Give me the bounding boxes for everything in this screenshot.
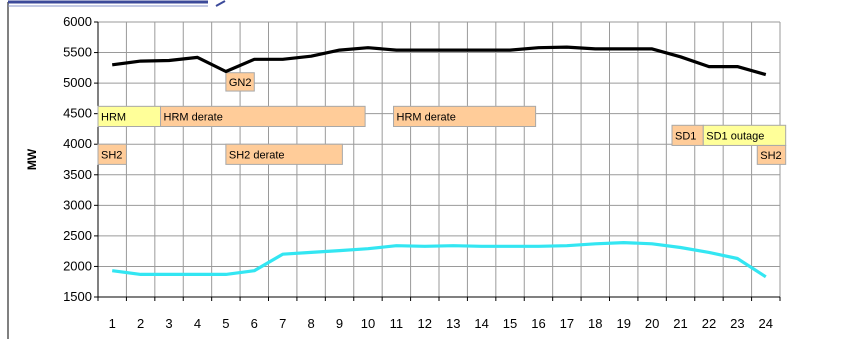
annotation-layer: GN2 HRM HRM derate HRM derate SH2 SH2 derate S… bbox=[97, 72, 787, 165]
x-tick-label: 6 bbox=[251, 316, 258, 331]
annotation-label: GN2 bbox=[229, 77, 252, 89]
y-tick-label: 4000 bbox=[63, 136, 92, 151]
x-tick-label: 4 bbox=[194, 316, 201, 331]
x-tick-labels: 1 2 3 4 5 6 7 8 9 10 11 12 13 14 15 16 17 18 19 20 21 22 23 24 bbox=[109, 316, 773, 331]
x-tick-label: 12 bbox=[418, 316, 432, 331]
x-tick-label: 9 bbox=[336, 316, 343, 331]
annotation-label: HRM bbox=[101, 111, 126, 123]
annotation-box bbox=[160, 105, 366, 128]
annotation-box bbox=[225, 72, 255, 92]
series-line bbox=[111, 45, 767, 77]
x-tick-label: 11 bbox=[390, 316, 404, 331]
annotation-label: SD1 outage bbox=[706, 130, 764, 142]
x-tick-label: 3 bbox=[165, 316, 172, 331]
x-tick-label: 1 bbox=[109, 316, 116, 331]
x-tick-label: 23 bbox=[730, 316, 744, 331]
x-tick-label: 13 bbox=[446, 316, 460, 331]
y-tick-label: 2500 bbox=[63, 228, 92, 243]
x-tick-label: 24 bbox=[759, 316, 773, 331]
annotation-box bbox=[756, 144, 787, 165]
annotation-box bbox=[97, 143, 127, 165]
y-tick-label: 1500 bbox=[63, 289, 92, 304]
x-tick-label: 10 bbox=[361, 316, 375, 331]
grid-layer bbox=[94, 21, 781, 301]
x-tick-label: 18 bbox=[588, 316, 602, 331]
x-tick-label: 2 bbox=[137, 316, 144, 331]
y-tick-label: 4500 bbox=[63, 106, 92, 121]
y-tick-label: 6000 bbox=[63, 14, 92, 29]
annotation-label: SH2 derate bbox=[229, 149, 285, 161]
annotation-label: SD1 bbox=[675, 130, 696, 142]
x-tick-label: 22 bbox=[702, 316, 716, 331]
top-decor bbox=[7, 0, 226, 339]
y-tick-label: 3000 bbox=[63, 197, 92, 212]
x-tick-label: 17 bbox=[560, 316, 574, 331]
y-tick-label: 5000 bbox=[63, 75, 92, 90]
series-line bbox=[111, 241, 767, 279]
annotation-box bbox=[702, 124, 787, 146]
y-tick-label: 3500 bbox=[63, 167, 92, 182]
x-tick-label: 7 bbox=[279, 316, 286, 331]
x-tick-label: 14 bbox=[474, 316, 488, 331]
annotation-box bbox=[393, 105, 537, 128]
series-layer bbox=[111, 45, 767, 279]
x-tick-label: 20 bbox=[645, 316, 659, 331]
y-tick-label: 2000 bbox=[63, 258, 92, 273]
annotation-label: HRM derate bbox=[164, 111, 223, 123]
y-axis-label: MW bbox=[25, 148, 39, 170]
x-tick-label: 8 bbox=[308, 316, 315, 331]
y-tick-label: 5500 bbox=[63, 45, 92, 60]
x-tick-label: 5 bbox=[222, 316, 229, 331]
annotation-label: SH2 bbox=[760, 150, 781, 162]
annotation-box bbox=[225, 143, 343, 165]
y-tick-labels: 1500 2000 2500 3000 3500 4000 4500 5000 5500 6000 bbox=[63, 14, 92, 304]
x-tick-label: 19 bbox=[616, 316, 630, 331]
annotation-label: HRM derate bbox=[397, 111, 456, 123]
x-tick-label: 21 bbox=[673, 316, 687, 331]
annotation-label: SH2 bbox=[101, 149, 122, 161]
x-tick-label: 15 bbox=[503, 316, 517, 331]
x-tick-label: 16 bbox=[531, 316, 545, 331]
